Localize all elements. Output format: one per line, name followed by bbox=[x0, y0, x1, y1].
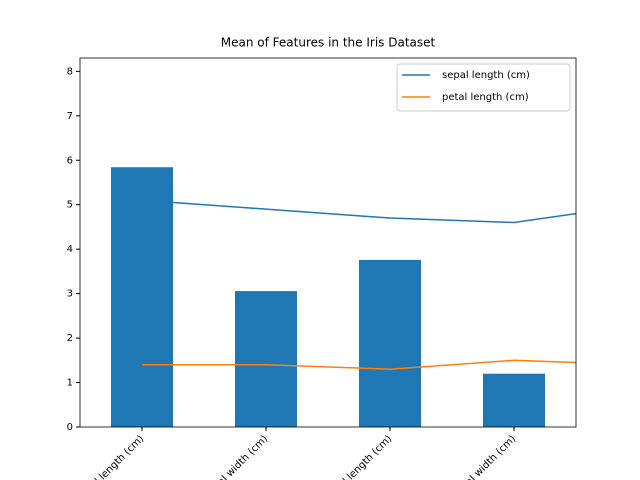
axes-frame bbox=[79, 57, 577, 428]
bar bbox=[111, 167, 173, 427]
y-tick-label: 4 bbox=[67, 244, 73, 255]
line bbox=[141, 199, 576, 224]
y-tick-label: 2 bbox=[67, 333, 73, 344]
y-tick-label: 3 bbox=[67, 289, 73, 300]
x-tick-label: petal length (cm) bbox=[325, 433, 394, 480]
x-tick-label: petal width (cm) bbox=[452, 433, 518, 480]
line bbox=[142, 359, 576, 370]
chart-title: Mean of Features in the Iris Dataset bbox=[221, 36, 436, 50]
legend-label: sepal length (cm) bbox=[442, 70, 530, 81]
y-tick-label: 0 bbox=[67, 422, 73, 433]
plot-area bbox=[111, 167, 576, 427]
y-tick-label: 5 bbox=[67, 200, 73, 211]
legend-label: petal length (cm) bbox=[442, 92, 529, 103]
y-tick-label: 1 bbox=[67, 378, 73, 389]
x-tick-label: sepal length (cm) bbox=[76, 433, 146, 480]
y-tick-label: 7 bbox=[67, 111, 73, 122]
legend-box bbox=[396, 63, 571, 112]
bar bbox=[235, 291, 297, 427]
y-tick-label: 8 bbox=[67, 66, 73, 77]
bar bbox=[483, 373, 545, 427]
bar bbox=[359, 259, 421, 427]
y-tick-label: 6 bbox=[67, 155, 73, 166]
x-tick-label: sepal width (cm) bbox=[203, 433, 270, 480]
